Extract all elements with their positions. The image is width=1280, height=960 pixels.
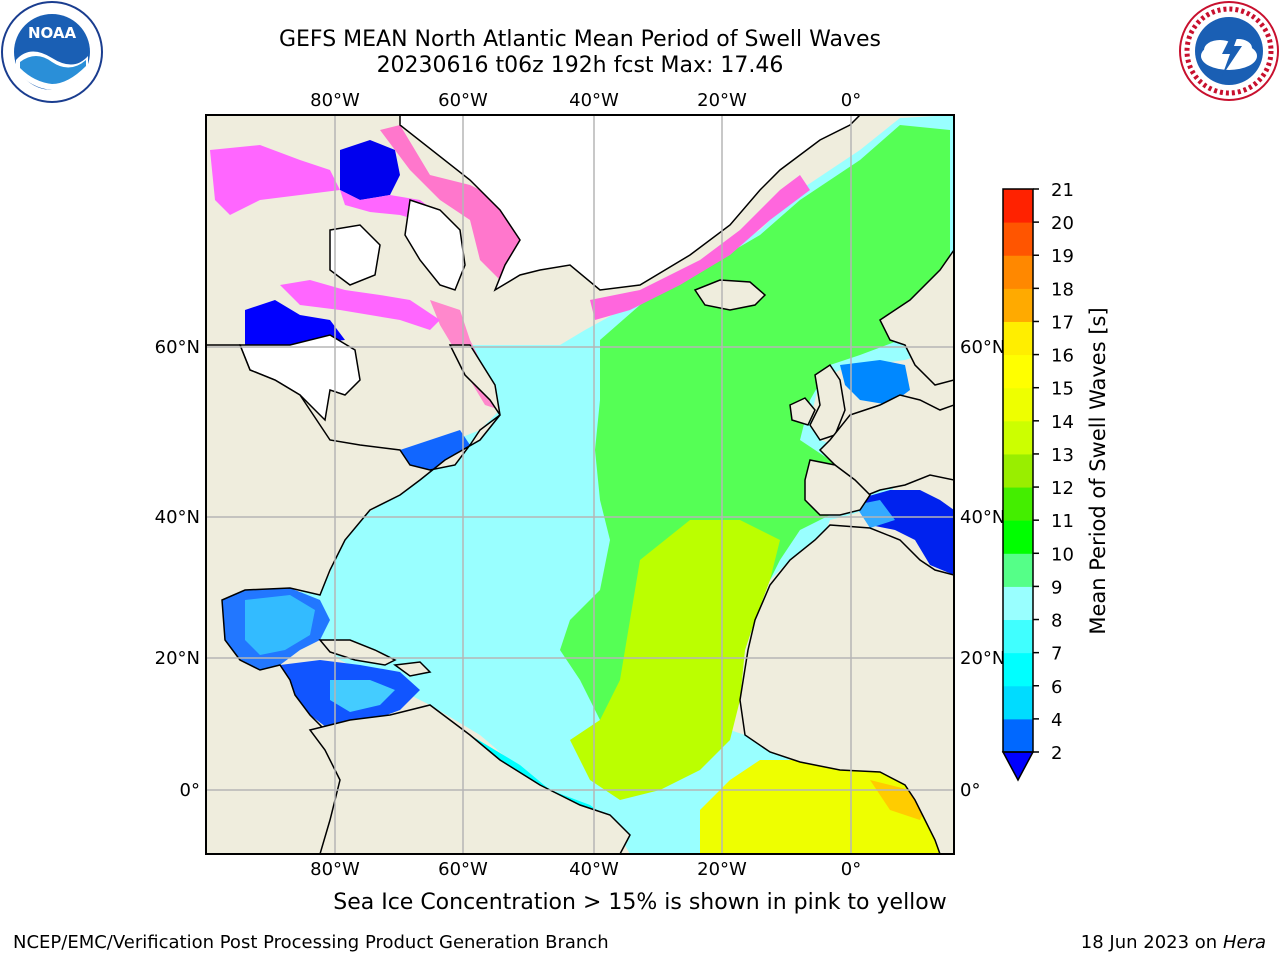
colorbar-tick-label: 17 — [1051, 312, 1074, 333]
baffin-ice-edge — [380, 125, 520, 280]
lat-label-left: 60°N — [155, 337, 200, 358]
greenland — [399, 115, 862, 292]
lon-label-bottom: 60°W — [438, 859, 488, 880]
colorbar-tick-label: 21 — [1051, 180, 1074, 201]
lat-label-right: 0° — [960, 780, 980, 801]
colorbar-segment — [1003, 586, 1033, 621]
colorbar-under-arrow — [1001, 751, 1035, 782]
noaa-logo: NOAA — [1, 1, 103, 103]
lon-label-top: 60°W — [438, 90, 488, 111]
colorbar-segment — [1003, 189, 1033, 223]
colorbar-segment — [1003, 453, 1033, 488]
colorbar-segment — [1003, 387, 1033, 422]
sea-ice-note: Sea Ice Concentration > 15% is shown in … — [333, 890, 947, 915]
lat-label-right: 60°N — [960, 337, 1005, 358]
colorbar-segment — [1003, 652, 1033, 687]
colorbar: 2 4 6 7 8 9 10 11 12 13 14 15 16 17 18 19 20 21 — [1001, 180, 1074, 782]
colorbar-tick-label: 4 — [1051, 710, 1062, 731]
gulf-of-mexico-central — [245, 595, 315, 655]
lat-label-left: 20°N — [155, 648, 200, 669]
lon-label-bottom: 0° — [841, 859, 861, 880]
colorbar-tick-label: 9 — [1051, 577, 1062, 598]
colorbar-tick-label: 6 — [1051, 677, 1062, 698]
colorbar-tick-label: 11 — [1051, 511, 1074, 532]
mediterranean-west — [855, 500, 895, 528]
nws-logo — [1179, 1, 1279, 101]
colorbar-tick-label: 12 — [1051, 478, 1074, 499]
colorbar-tick-label: 2 — [1051, 743, 1062, 764]
colorbar-tick-label: 20 — [1051, 213, 1074, 234]
hudson-bay — [340, 140, 400, 200]
colorbar-segment — [1003, 222, 1033, 256]
colorbar-tick-label: 14 — [1051, 412, 1074, 433]
graticule — [206, 115, 954, 854]
iberia — [804, 459, 871, 516]
lon-label-bottom: 40°W — [569, 859, 619, 880]
colorbar-segment — [1003, 288, 1033, 322]
colorbar-tick-label: 13 — [1051, 445, 1074, 466]
lon-label-top: 80°W — [310, 90, 360, 111]
colorbar-frame — [1002, 188, 1034, 753]
run-date: 18 Jun 2023 on — [1080, 932, 1218, 953]
lat-label-right: 20°N — [960, 648, 1005, 669]
colorbar-segment — [1003, 321, 1033, 356]
lon-label-bottom: 20°W — [697, 859, 747, 880]
noaa-logo-text: NOAA — [28, 24, 77, 42]
canadian-channels — [210, 145, 340, 215]
colorbar-segment — [1003, 553, 1033, 587]
colorbar-segment — [1003, 255, 1033, 289]
colorbar-tick-label: 10 — [1051, 544, 1074, 565]
tropical-band — [570, 520, 780, 800]
colorbar-segment — [1003, 685, 1033, 720]
europe — [818, 394, 954, 501]
map-subtitle: 20230616 t06z 192h fcst Max: 17.46 — [376, 53, 784, 78]
lat-label-left: 0° — [180, 780, 200, 801]
arctic-archipelago — [329, 224, 381, 286]
colorbar-label: Mean Period of Swell Waves [s] — [1086, 307, 1110, 634]
lon-label-top: 20°W — [697, 90, 747, 111]
west-africa-coast — [700, 760, 954, 854]
colorbar-tick-label: 7 — [1051, 644, 1062, 665]
run-date-credit: 18 Jun 2023 on Hera — [1081, 932, 1266, 953]
colorbar-segment — [1003, 520, 1033, 554]
producer-credit: NCEP/EMC/Verification Post Processing Pr… — [13, 932, 609, 953]
colorbar-segment — [1003, 718, 1033, 753]
colorbar-tick-label: 8 — [1051, 611, 1062, 632]
colorbar-tick-label: 15 — [1051, 379, 1074, 400]
lon-label-bottom: 80°W — [310, 859, 360, 880]
map-frame — [205, 114, 955, 855]
colorbar-tick-label: 19 — [1051, 246, 1074, 267]
colorbar-segment — [1003, 487, 1033, 521]
colorbar-segment — [1003, 420, 1033, 455]
lon-label-top: 40°W — [569, 90, 619, 111]
north-sea — [840, 360, 910, 405]
baffin-island — [404, 199, 466, 291]
map-title: GEFS MEAN North Atlantic Mean Period of … — [278, 27, 881, 52]
map-plot-area — [206, 115, 954, 854]
africa — [739, 524, 954, 854]
colorbar-tick-label: 16 — [1051, 346, 1074, 367]
hispaniola — [393, 661, 432, 677]
colorbar-segment — [1003, 354, 1033, 389]
iceland — [693, 279, 767, 311]
scandinavia — [879, 248, 954, 386]
ireland — [789, 397, 816, 426]
lat-label-right: 40°N — [960, 507, 1005, 528]
caribbean-inner — [330, 680, 395, 712]
lat-label-left: 40°N — [155, 507, 200, 528]
colorbar-segment — [1003, 619, 1033, 654]
lon-label-top: 0° — [841, 90, 861, 111]
colorbar-tick-label: 18 — [1051, 279, 1074, 300]
machine-name: Hera — [1222, 932, 1266, 953]
arctic-islands-blue — [245, 300, 345, 345]
arctic-islands-ice — [280, 280, 440, 330]
greenland-ice-edge — [590, 175, 810, 320]
